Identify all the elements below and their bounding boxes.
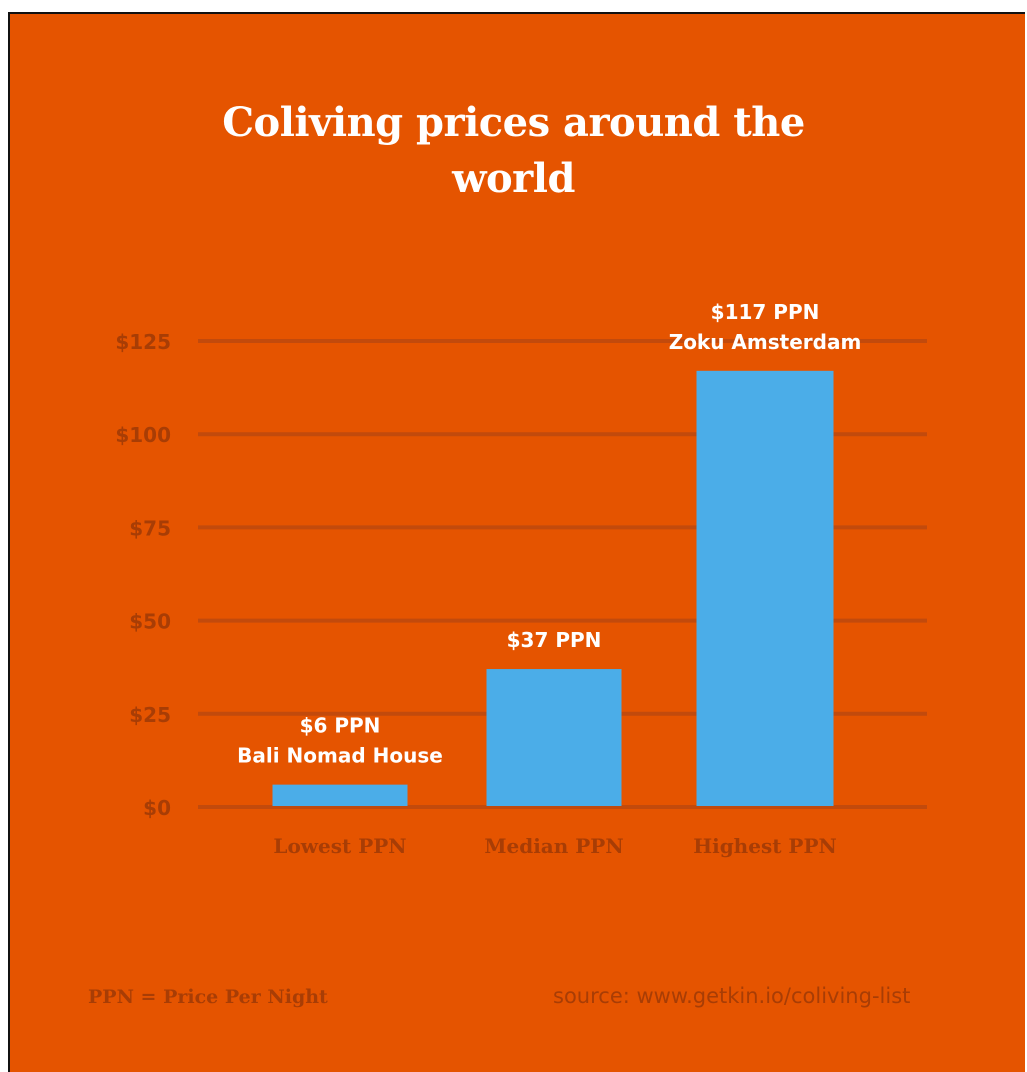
data-label: Bali Nomad House [237,744,443,768]
data-label: $37 PPN [507,628,602,652]
data-label: $117 PPN [711,300,820,324]
y-tick-label: $25 [129,703,171,727]
chart-title-line-2: world [452,155,575,202]
bar [272,784,408,806]
y-tick-label: $125 [115,330,171,354]
y-tick-label: $0 [143,796,171,820]
data-label: Zoku Amsterdam [669,330,862,354]
data-label: $6 PPN [300,714,381,738]
source-note: source: www.getkin.io/coliving-list [553,984,911,1008]
chart-title: Coliving prices around the world [0,95,1027,207]
chart-background [8,12,1025,1072]
x-tick-label: Median PPN [484,834,623,858]
x-tick-label: Lowest PPN [273,834,406,858]
bar [486,669,622,806]
y-tick-label: $75 [129,516,171,540]
chart-title-line-1: Coliving prices around the [222,99,805,146]
y-tick-label: $50 [129,610,171,634]
bar [696,370,834,806]
x-tick-label: Highest PPN [693,834,837,858]
ppn-definition-note: PPN = Price Per Night [88,986,328,1008]
y-tick-label: $100 [115,423,171,447]
